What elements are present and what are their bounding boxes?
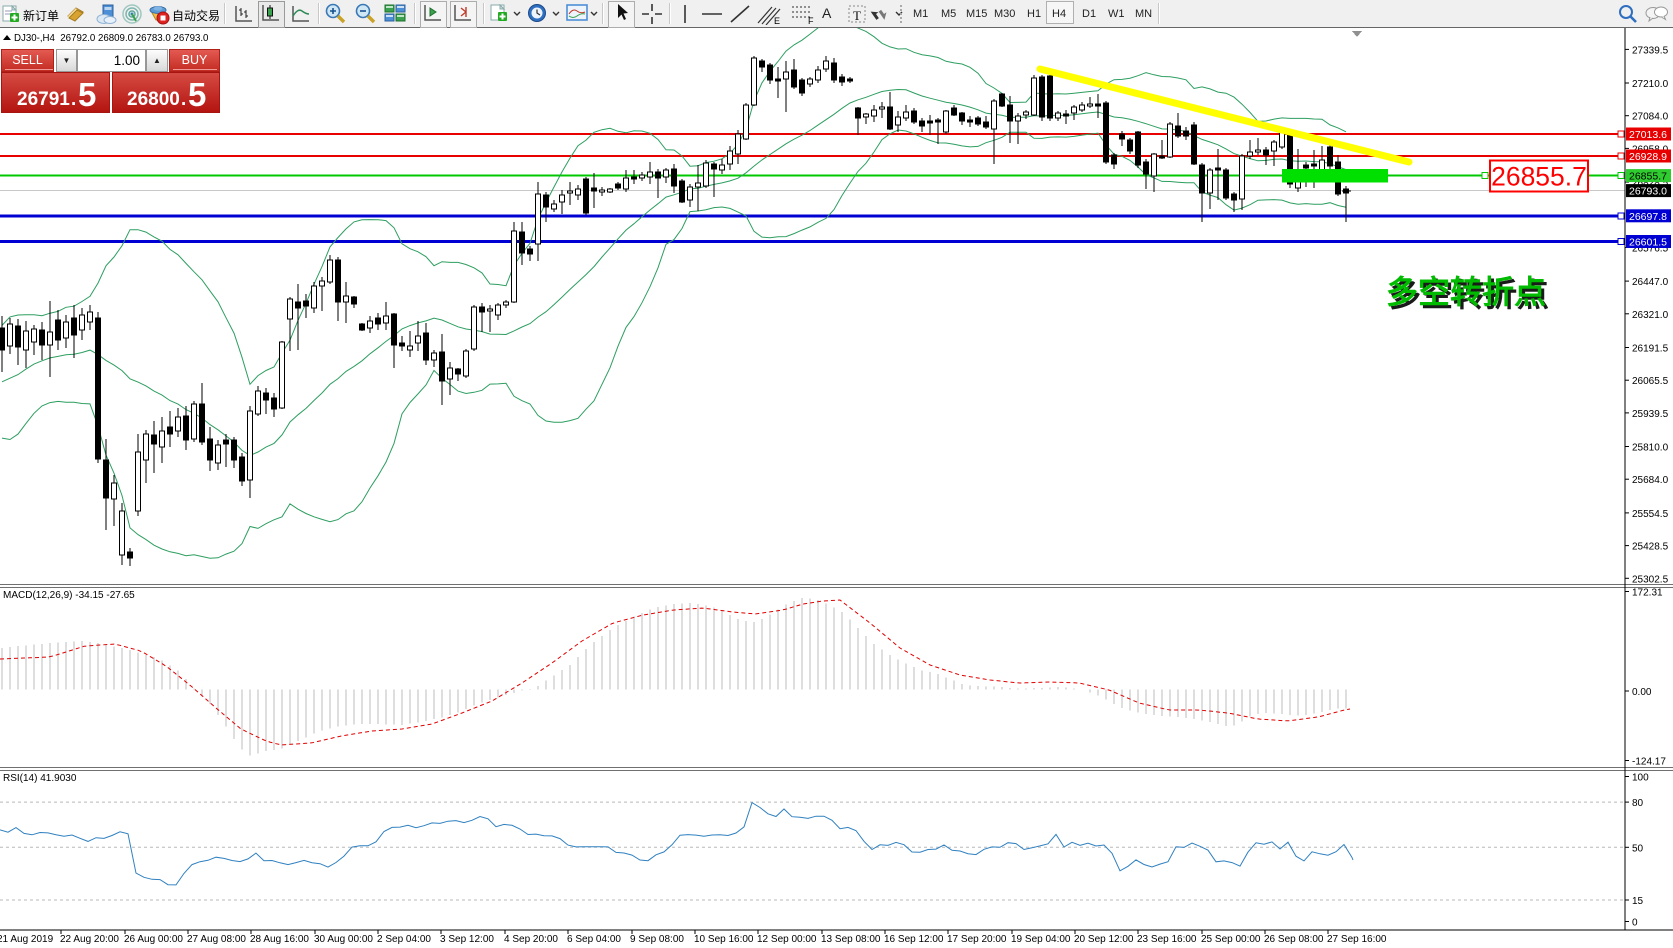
svg-text:25554.5: 25554.5	[1632, 509, 1669, 520]
svg-text:26855.7: 26855.7	[1491, 162, 1587, 192]
svg-text:26447.0: 26447.0	[1632, 277, 1669, 288]
svg-text:0.00: 0.00	[1632, 687, 1652, 698]
svg-text:15: 15	[1632, 896, 1644, 907]
svg-text:16 Sep 12:00: 16 Sep 12:00	[884, 934, 944, 945]
svg-text:27 Sep 16:00: 27 Sep 16:00	[1327, 934, 1387, 945]
svg-text:26601.5: 26601.5	[1629, 237, 1667, 249]
svg-text:25810.0: 25810.0	[1632, 443, 1669, 454]
svg-text:172.31: 172.31	[1632, 588, 1663, 599]
svg-text:50: 50	[1632, 843, 1644, 854]
svg-text:9 Sep 08:00: 9 Sep 08:00	[630, 934, 684, 945]
svg-text:RSI(14) 41.9030: RSI(14) 41.9030	[3, 773, 77, 784]
svg-text:25 Sep 00:00: 25 Sep 00:00	[1201, 934, 1261, 945]
svg-text:多空转折点: 多空转折点	[1386, 274, 1546, 310]
svg-text:27013.6: 27013.6	[1629, 129, 1667, 141]
svg-text:0: 0	[1632, 918, 1638, 929]
svg-text:26 Aug 00:00: 26 Aug 00:00	[124, 934, 183, 945]
svg-text:26576.5: 26576.5	[1632, 244, 1669, 255]
svg-text:17 Sep 20:00: 17 Sep 20:00	[947, 934, 1007, 945]
svg-text:F: F	[808, 16, 814, 25]
svg-text:26828.5: 26828.5	[1632, 178, 1669, 189]
svg-text:6 Sep 04:00: 6 Sep 04:00	[567, 934, 621, 945]
svg-text:27339.5: 27339.5	[1632, 45, 1669, 56]
svg-text:80: 80	[1632, 798, 1644, 809]
svg-text:22 Aug 20:00: 22 Aug 20:00	[60, 934, 119, 945]
svg-text:T: T	[853, 8, 861, 23]
svg-text:26065.5: 26065.5	[1632, 376, 1669, 387]
svg-text:27210.0: 27210.0	[1632, 79, 1669, 90]
svg-text:23 Sep 16:00: 23 Sep 16:00	[1137, 934, 1197, 945]
svg-text:20 Sep 12:00: 20 Sep 12:00	[1074, 934, 1134, 945]
svg-text:27084.0: 27084.0	[1632, 112, 1669, 123]
svg-text:26928.9: 26928.9	[1629, 151, 1667, 163]
svg-text:26191.5: 26191.5	[1632, 344, 1669, 355]
svg-text:MACD(12,26,9) -34.15 -27.65: MACD(12,26,9) -34.15 -27.65	[3, 590, 135, 601]
svg-text:-124.17: -124.17	[1632, 757, 1666, 768]
svg-text:10 Sep 16:00: 10 Sep 16:00	[694, 934, 754, 945]
svg-text:E: E	[774, 16, 780, 25]
svg-text:26697.8: 26697.8	[1629, 211, 1667, 223]
svg-text:25428.5: 25428.5	[1632, 542, 1669, 553]
svg-text:26 Sep 08:00: 26 Sep 08:00	[1264, 934, 1324, 945]
svg-text:30 Aug 00:00: 30 Aug 00:00	[314, 934, 373, 945]
svg-text:3 Sep 12:00: 3 Sep 12:00	[440, 934, 494, 945]
svg-text:多空转折点: 多空转折点	[1389, 277, 1549, 313]
svg-text:26321.0: 26321.0	[1632, 310, 1669, 321]
svg-text:12 Sep 00:00: 12 Sep 00:00	[757, 934, 817, 945]
svg-text:100: 100	[1632, 773, 1649, 784]
svg-text:13 Sep 08:00: 13 Sep 08:00	[821, 934, 881, 945]
svg-text:21 Aug 2019: 21 Aug 2019	[0, 934, 54, 945]
svg-text:27 Aug 08:00: 27 Aug 08:00	[187, 934, 246, 945]
svg-text:25302.5: 25302.5	[1632, 574, 1669, 585]
svg-text:19 Sep 04:00: 19 Sep 04:00	[1011, 934, 1071, 945]
svg-text:26793.0: 26793.0	[1629, 186, 1667, 198]
svg-text:25939.5: 25939.5	[1632, 409, 1669, 420]
svg-text:25684.0: 25684.0	[1632, 475, 1669, 486]
svg-text:28 Aug 16:00: 28 Aug 16:00	[250, 934, 309, 945]
svg-text:4 Sep 20:00: 4 Sep 20:00	[504, 934, 558, 945]
svg-text:26855.7: 26855.7	[1629, 171, 1667, 183]
svg-text:2 Sep 04:00: 2 Sep 04:00	[377, 934, 431, 945]
svg-text:DJ30-,H4 26792.0 26809.0 2678: DJ30-,H4 26792.0 26809.0 26783.0 26793.0	[14, 33, 209, 44]
